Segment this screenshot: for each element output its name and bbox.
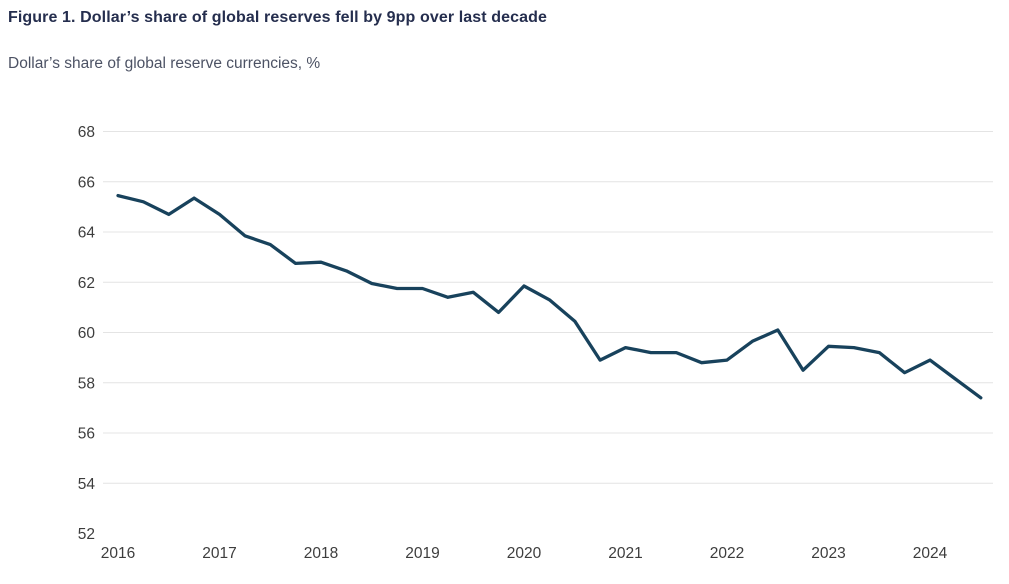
x-tick-label-2021: 2021 xyxy=(608,545,642,562)
y-axis-labels: 68 66 64 62 60 58 56 54 52 xyxy=(78,124,96,543)
x-axis-labels: 2016 2017 2018 2019 2020 2021 2022 2023 2024 xyxy=(101,545,948,562)
data-series-group xyxy=(116,193,983,400)
y-tick-label-62: 62 xyxy=(78,275,95,292)
x-tick-label-2020: 2020 xyxy=(507,545,542,562)
figure-subtitle: Dollar’s share of global reserve currenc… xyxy=(8,55,321,72)
x-tick-label-2016: 2016 xyxy=(101,545,135,562)
y-tick-label-52: 52 xyxy=(78,526,95,543)
gridlines-group xyxy=(103,131,993,484)
x-tick-label-2023: 2023 xyxy=(811,545,845,562)
y-tick-label-56: 56 xyxy=(78,426,95,443)
figure-title: Figure 1. Dollar’s share of global reser… xyxy=(8,9,547,26)
x-tick-label-2022: 2022 xyxy=(710,545,744,562)
x-tick-label-2024: 2024 xyxy=(913,545,948,562)
x-tick-label-2018: 2018 xyxy=(304,545,338,562)
x-tick-label-2017: 2017 xyxy=(202,545,236,562)
y-tick-label-54: 54 xyxy=(78,476,96,493)
y-tick-label-68: 68 xyxy=(78,124,95,141)
x-tick-label-2019: 2019 xyxy=(405,545,439,562)
y-tick-label-58: 58 xyxy=(78,375,95,392)
y-tick-label-66: 66 xyxy=(78,174,95,191)
usd-share-of-global-reserves-line xyxy=(116,193,983,400)
y-tick-label-60: 60 xyxy=(78,325,96,342)
y-tick-label-64: 64 xyxy=(78,225,96,242)
